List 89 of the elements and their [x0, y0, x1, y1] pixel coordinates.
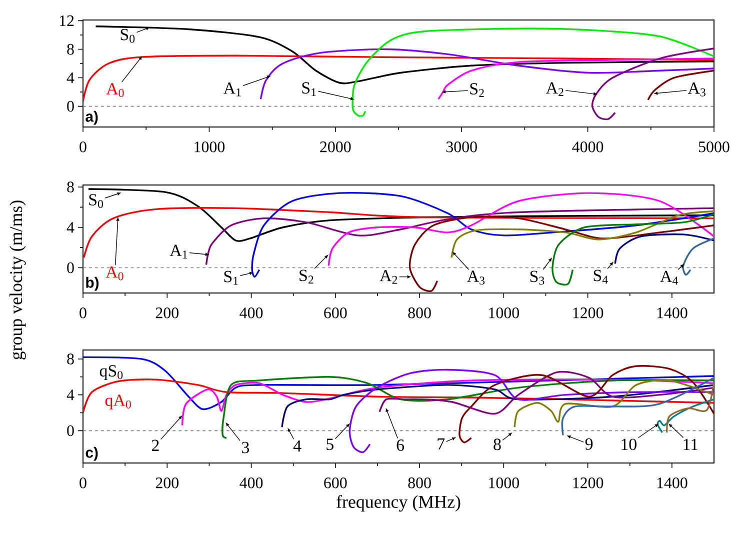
- x-tick-label: 600: [324, 308, 347, 318]
- annotation: S$_{1}$: [224, 270, 238, 285]
- annotation: 11: [684, 438, 698, 450]
- x-tick-label: 4000: [572, 142, 604, 152]
- line-series: [408, 216, 714, 292]
- line-series: [83, 356, 714, 410]
- x-tick-label: 600: [324, 478, 347, 488]
- annotation: A$_{2}$: [546, 82, 564, 96]
- x-tick-label: 200: [156, 308, 178, 318]
- line-series: [647, 70, 714, 101]
- y-tick-label: 4: [66, 390, 74, 400]
- annotation: 4: [293, 440, 302, 452]
- line-series: [378, 370, 714, 415]
- line-series: [614, 233, 714, 265]
- y-tick-label: 4: [66, 222, 74, 233]
- x-tick-label: 200: [156, 478, 178, 488]
- line-series: [181, 378, 714, 426]
- annotation: A$_{3}$: [467, 270, 485, 285]
- x-tick-label: 2000: [320, 142, 351, 152]
- x-tick-label: 1200: [573, 308, 604, 318]
- y-tick-label: 8: [67, 182, 74, 192]
- annotation: qS$_{0}$: [100, 365, 123, 380]
- line-series: [438, 58, 714, 100]
- annotation: S$_{0}$: [120, 28, 135, 43]
- annotation: S$_{0}$: [89, 194, 104, 208]
- annotation: S$_{2}$: [300, 270, 314, 284]
- y-tick-label: 0: [67, 262, 74, 274]
- x-tick-label: 1400: [657, 478, 688, 488]
- y-tick-label: 0: [67, 100, 74, 112]
- x-tick-label: 1000: [194, 142, 225, 152]
- x-tick-label: 1400: [657, 308, 688, 318]
- line-series: [281, 384, 714, 428]
- text: a): [86, 110, 98, 125]
- line-series: [450, 210, 714, 259]
- x-tick-label: 0: [80, 308, 86, 318]
- line-series: [348, 368, 714, 454]
- x-tick-label: 1000: [489, 478, 520, 488]
- x-tick-label: 3000: [446, 142, 477, 152]
- line-series: [83, 54, 714, 102]
- annotation: qA$_{0}$: [105, 394, 131, 410]
- y-tick-label: 0: [67, 425, 74, 436]
- text: b): [86, 276, 99, 291]
- annotation: 8: [494, 438, 501, 450]
- x-tick-label: 400: [240, 308, 263, 318]
- x-tick-label: 400: [240, 478, 263, 488]
- annotation: 3: [242, 442, 250, 454]
- annotation: A$_{4}$: [660, 270, 678, 285]
- line-series: [83, 378, 714, 414]
- x-tick-label: 0: [80, 478, 86, 488]
- line-series: [83, 207, 714, 259]
- annotation: A$_{0}$: [106, 83, 124, 98]
- annotation: 10: [622, 438, 636, 450]
- x-tick-label: 800: [408, 308, 431, 318]
- annotation: A$_{1}$: [224, 82, 241, 96]
- annotation: A$_{1}$: [170, 244, 188, 259]
- annotation: 6: [396, 439, 404, 451]
- y-tick-label: 8: [67, 44, 74, 55]
- y-axis-title: group velocity (m/ms): [10, 200, 26, 360]
- x-tick-label: 1200: [573, 478, 604, 488]
- line-series: [514, 379, 714, 428]
- x-tick-label: 0: [80, 142, 86, 152]
- annotation: 5: [326, 438, 334, 450]
- annotation: 7: [438, 438, 445, 450]
- x-tick-label: 1000: [489, 308, 520, 318]
- line-series: [222, 376, 714, 439]
- annotation: S$_{1}$: [302, 82, 316, 96]
- line-series: [552, 213, 714, 286]
- line-series: [352, 28, 714, 117]
- annotation: A$_{2}$: [380, 270, 398, 284]
- x-tick-label: 5000: [698, 142, 730, 152]
- line-series: [205, 207, 714, 266]
- line-series: [591, 48, 714, 120]
- x-axis-title: frequency (MHz): [336, 495, 460, 512]
- annotation: S$_{2}$: [470, 83, 484, 97]
- annotation: S$_{4}$: [594, 270, 608, 284]
- y-tick-label: 4: [66, 72, 74, 84]
- annotation: A$_{3}$: [688, 82, 706, 96]
- y-tick-label: 8: [67, 354, 74, 364]
- line-series: [328, 192, 714, 267]
- line-series: [260, 48, 714, 100]
- annotation: S$_{3}$: [530, 270, 544, 285]
- y-tick-label: 12: [60, 15, 74, 26]
- text: c): [86, 446, 98, 461]
- line-series: [561, 376, 714, 436]
- x-tick-label: 800: [408, 478, 431, 488]
- annotation: 9: [585, 438, 593, 450]
- annotation: 2: [152, 440, 159, 451]
- line-series: [666, 381, 714, 434]
- annotation: A$_{0}$: [106, 266, 124, 280]
